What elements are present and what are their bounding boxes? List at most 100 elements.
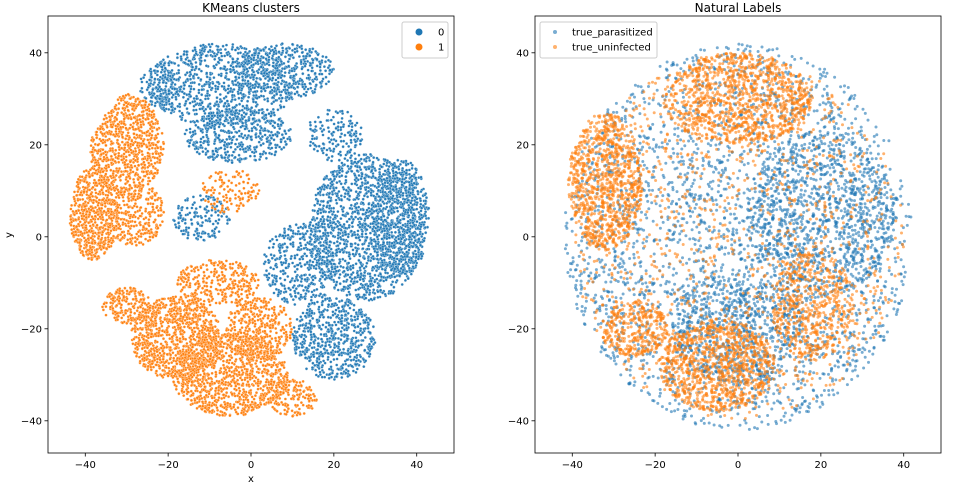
scatter-point [238, 147, 242, 151]
scatter-point [407, 258, 411, 262]
scatter-point [300, 67, 304, 71]
scatter-point [391, 180, 395, 184]
scatter-point [324, 185, 329, 189]
scatter-point [224, 71, 229, 75]
scatter-point [329, 247, 333, 251]
scatter-point [245, 136, 249, 140]
scatter-point [308, 81, 312, 85]
scatter-point [412, 186, 416, 190]
scatter-point [302, 273, 306, 277]
scatter-point [292, 325, 296, 330]
scatter-point [269, 141, 273, 145]
scatter-point [314, 83, 318, 87]
scatter-point [348, 133, 352, 137]
scatter-point [282, 136, 286, 140]
scatter-point [197, 88, 201, 92]
scatter-point [244, 112, 248, 116]
scatter-point [304, 324, 308, 328]
scatter-point [314, 368, 318, 372]
scatter-point [356, 160, 360, 164]
scatter-point [300, 345, 304, 349]
scatter-point [396, 199, 400, 203]
scatter-point [381, 253, 385, 257]
scatter-point [288, 137, 292, 141]
scatter-point [342, 269, 346, 273]
scatter-point [349, 140, 353, 145]
scatter-point [354, 190, 358, 194]
scatter-point [427, 216, 431, 220]
scatter-point [375, 235, 379, 239]
scatter-point [381, 247, 385, 251]
scatter-point [305, 308, 309, 312]
scatter-point [288, 75, 292, 79]
scatter-point [382, 162, 386, 166]
scatter-point [253, 147, 257, 152]
scatter-point [316, 149, 320, 153]
scatter-point [318, 65, 322, 69]
scatter-point [169, 60, 173, 65]
scatter-point [278, 145, 282, 149]
scatter-point [321, 299, 325, 303]
scatter-point [424, 196, 429, 200]
scatter-point [191, 195, 195, 199]
scatter-point [314, 222, 318, 226]
scatter-point [242, 46, 247, 50]
scatter-point [312, 209, 317, 213]
scatter-point [359, 139, 363, 143]
scatter-point [178, 114, 182, 119]
scatter-point [409, 256, 414, 260]
scatter-point [329, 316, 333, 320]
scatter-point [186, 97, 190, 101]
scatter-point [251, 100, 256, 104]
scatter-point [331, 310, 335, 314]
scatter-point [178, 102, 182, 106]
scatter-point [353, 160, 357, 164]
scatter-point [420, 232, 425, 236]
scatter-point [250, 68, 254, 72]
scatter-point [349, 148, 353, 152]
scatter-point [273, 121, 277, 125]
scatter-point [298, 283, 302, 287]
scatter-point [192, 201, 197, 205]
scatter-point [328, 243, 332, 247]
scatter-point [419, 190, 423, 194]
scatter-point [415, 207, 419, 211]
scatter-point [400, 282, 404, 287]
scatter-point [284, 266, 288, 270]
scatter-point [320, 267, 324, 271]
scatter-point [265, 53, 270, 57]
scatter-point [372, 233, 377, 237]
scatter-point [313, 137, 317, 141]
scatter-point [337, 341, 341, 345]
scatter-point [301, 72, 305, 76]
scatter-point [195, 140, 199, 145]
scatter-point [191, 133, 195, 137]
scatter-point [394, 239, 398, 243]
scatter-point [313, 363, 317, 367]
scatter-point [299, 94, 303, 98]
scatter-point [170, 105, 174, 109]
scatter-point [316, 252, 320, 256]
scatter-point [301, 226, 305, 230]
scatter-point [340, 116, 344, 120]
scatter-point [274, 287, 278, 291]
scatter-point [332, 147, 336, 151]
scatter-point [316, 199, 320, 203]
scatter-point [233, 147, 237, 151]
scatter-point [328, 199, 332, 203]
scatter-point [360, 162, 364, 166]
scatter-point [274, 64, 279, 68]
scatter-point [221, 122, 225, 126]
scatter-point [343, 246, 347, 250]
scatter-point [332, 303, 336, 308]
scatter-point [301, 54, 306, 58]
scatter-point [346, 164, 350, 168]
scatter-point [284, 142, 288, 146]
scatter-point [272, 267, 276, 271]
scatter-point [376, 211, 380, 215]
scatter-point [383, 268, 387, 272]
scatter-point [212, 142, 216, 146]
scatter-point [240, 108, 244, 112]
scatter-point [403, 210, 407, 214]
scatter-point [419, 213, 423, 217]
